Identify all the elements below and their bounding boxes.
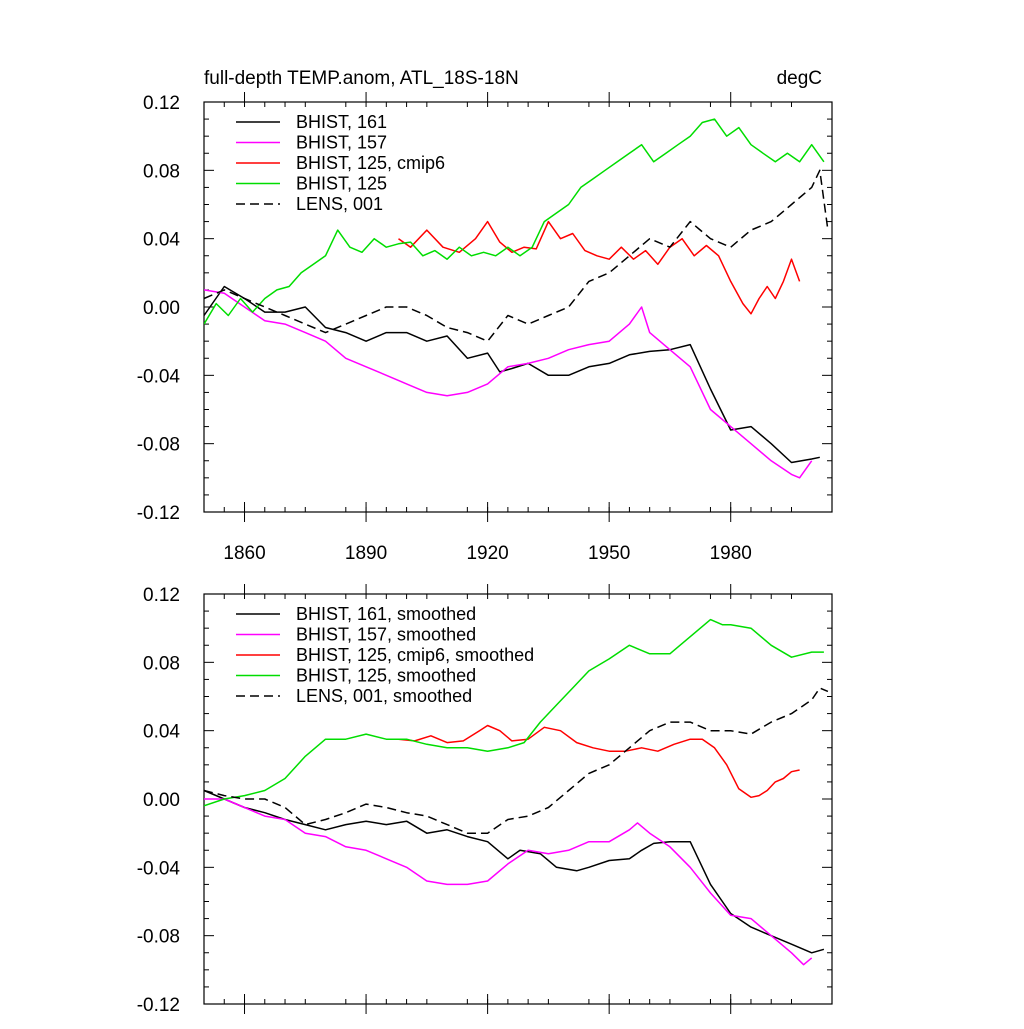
y-tick-label: 0.04 — [143, 722, 180, 743]
series-line — [398, 220, 801, 315]
x-tick-label: 1950 — [588, 543, 630, 564]
series-group — [204, 118, 829, 479]
panel-top: full-depth TEMP.anom, ATL_18S-18N degC 1… — [137, 68, 833, 564]
legend-label: BHIST, 125 — [296, 174, 387, 194]
series-line — [398, 724, 800, 799]
x-tick-label: 1920 — [466, 543, 508, 564]
y-tick-label: -0.04 — [137, 858, 181, 879]
y-tick-label: 0.04 — [143, 230, 180, 251]
y-tick-label: 0.08 — [143, 653, 180, 674]
series-line — [204, 798, 813, 966]
y-tick-label: 0.08 — [143, 161, 180, 182]
series-line — [204, 289, 813, 479]
y-tick-label: -0.12 — [137, 503, 180, 524]
y-tick-label: -0.04 — [137, 366, 181, 387]
series-line — [204, 618, 824, 807]
units-label: degC — [777, 68, 822, 89]
x-tick-label: 1890 — [345, 543, 387, 564]
legend-label: BHIST, 125, cmip6 — [296, 153, 445, 173]
legend-label: BHIST, 161, smoothed — [296, 604, 476, 624]
legend-label: BHIST, 125, smoothed — [296, 666, 476, 686]
series-line — [204, 169, 829, 342]
y-tick-label: -0.08 — [137, 435, 180, 456]
series-line — [204, 285, 820, 464]
series-line — [204, 687, 829, 834]
y-tick-label: -0.12 — [137, 995, 180, 1016]
legend-label: BHIST, 157 — [296, 133, 387, 153]
y-tick-label: 0.00 — [143, 298, 180, 319]
legend-label: BHIST, 157, smoothed — [296, 625, 476, 645]
y-tick-label: 0.12 — [143, 93, 180, 114]
y-tick-label: 0.12 — [143, 585, 180, 606]
y-tick-label: 0.00 — [143, 790, 180, 811]
series-line — [204, 118, 825, 325]
legend-label: LENS, 001, smoothed — [296, 686, 472, 706]
chart-title: full-depth TEMP.anom, ATL_18S-18N — [204, 68, 519, 89]
y-tick-label: -0.08 — [137, 927, 180, 948]
series-line — [204, 789, 825, 954]
legend-label: BHIST, 161 — [296, 112, 387, 132]
x-tick-label: 1860 — [223, 543, 265, 564]
series-group — [204, 618, 829, 966]
x-tick-label: 1980 — [710, 543, 752, 564]
panel-bottom: -0.12 -0.08 -0.04 0.00 0.04 0.08 0.12 BHIST, 16… — [137, 584, 833, 1016]
legend-label: BHIST, 125, cmip6, smoothed — [296, 645, 534, 665]
legend-label: LENS, 001 — [296, 194, 383, 214]
